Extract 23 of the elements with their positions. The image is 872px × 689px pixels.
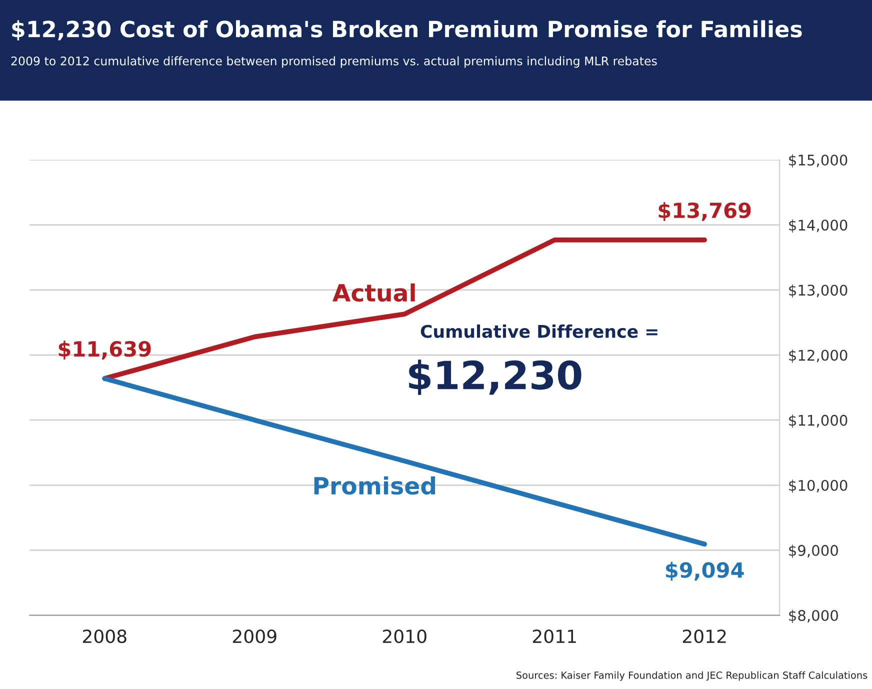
y-tick-label: $11,000 [789,414,848,428]
series-label: Actual [332,283,415,302]
x-tick-label: 2012 [682,629,726,644]
x-tick-label: 2008 [82,629,126,644]
y-tick-label: $8,000 [789,610,838,623]
x-tick-label: 2011 [532,629,576,644]
data-label: $11,639 [58,340,151,360]
data-label: $13,769 [658,202,751,221]
chart-subtitle: 2009 to 2012 cumulative difference between promised premiums vs. actual premiums including MLR rebates [11,56,657,68]
chart-title: $12,230 Cost of Obama's Broken Premium Promise for Families [12,20,802,40]
y-tick-label: $14,000 [789,219,848,233]
annotation: $12,230 [409,360,582,395]
source-note: Sources: Kaiser Family Foundation and JEC Republican Staff Calculations [516,671,868,681]
y-tick-label: $13,000 [789,284,848,298]
y-tick-label: $10,000 [789,480,848,493]
y-tick-label: $15,000 [789,154,848,168]
annotation: Cumulative Difference = [420,324,658,338]
data-label: $9,094 [666,562,744,581]
x-tick-label: 2009 [232,629,276,644]
y-tick-label: $12,000 [789,349,848,363]
y-tick-label: $9,000 [789,544,838,558]
series-label: Promised [314,476,436,495]
x-tick-label: 2010 [382,629,426,644]
